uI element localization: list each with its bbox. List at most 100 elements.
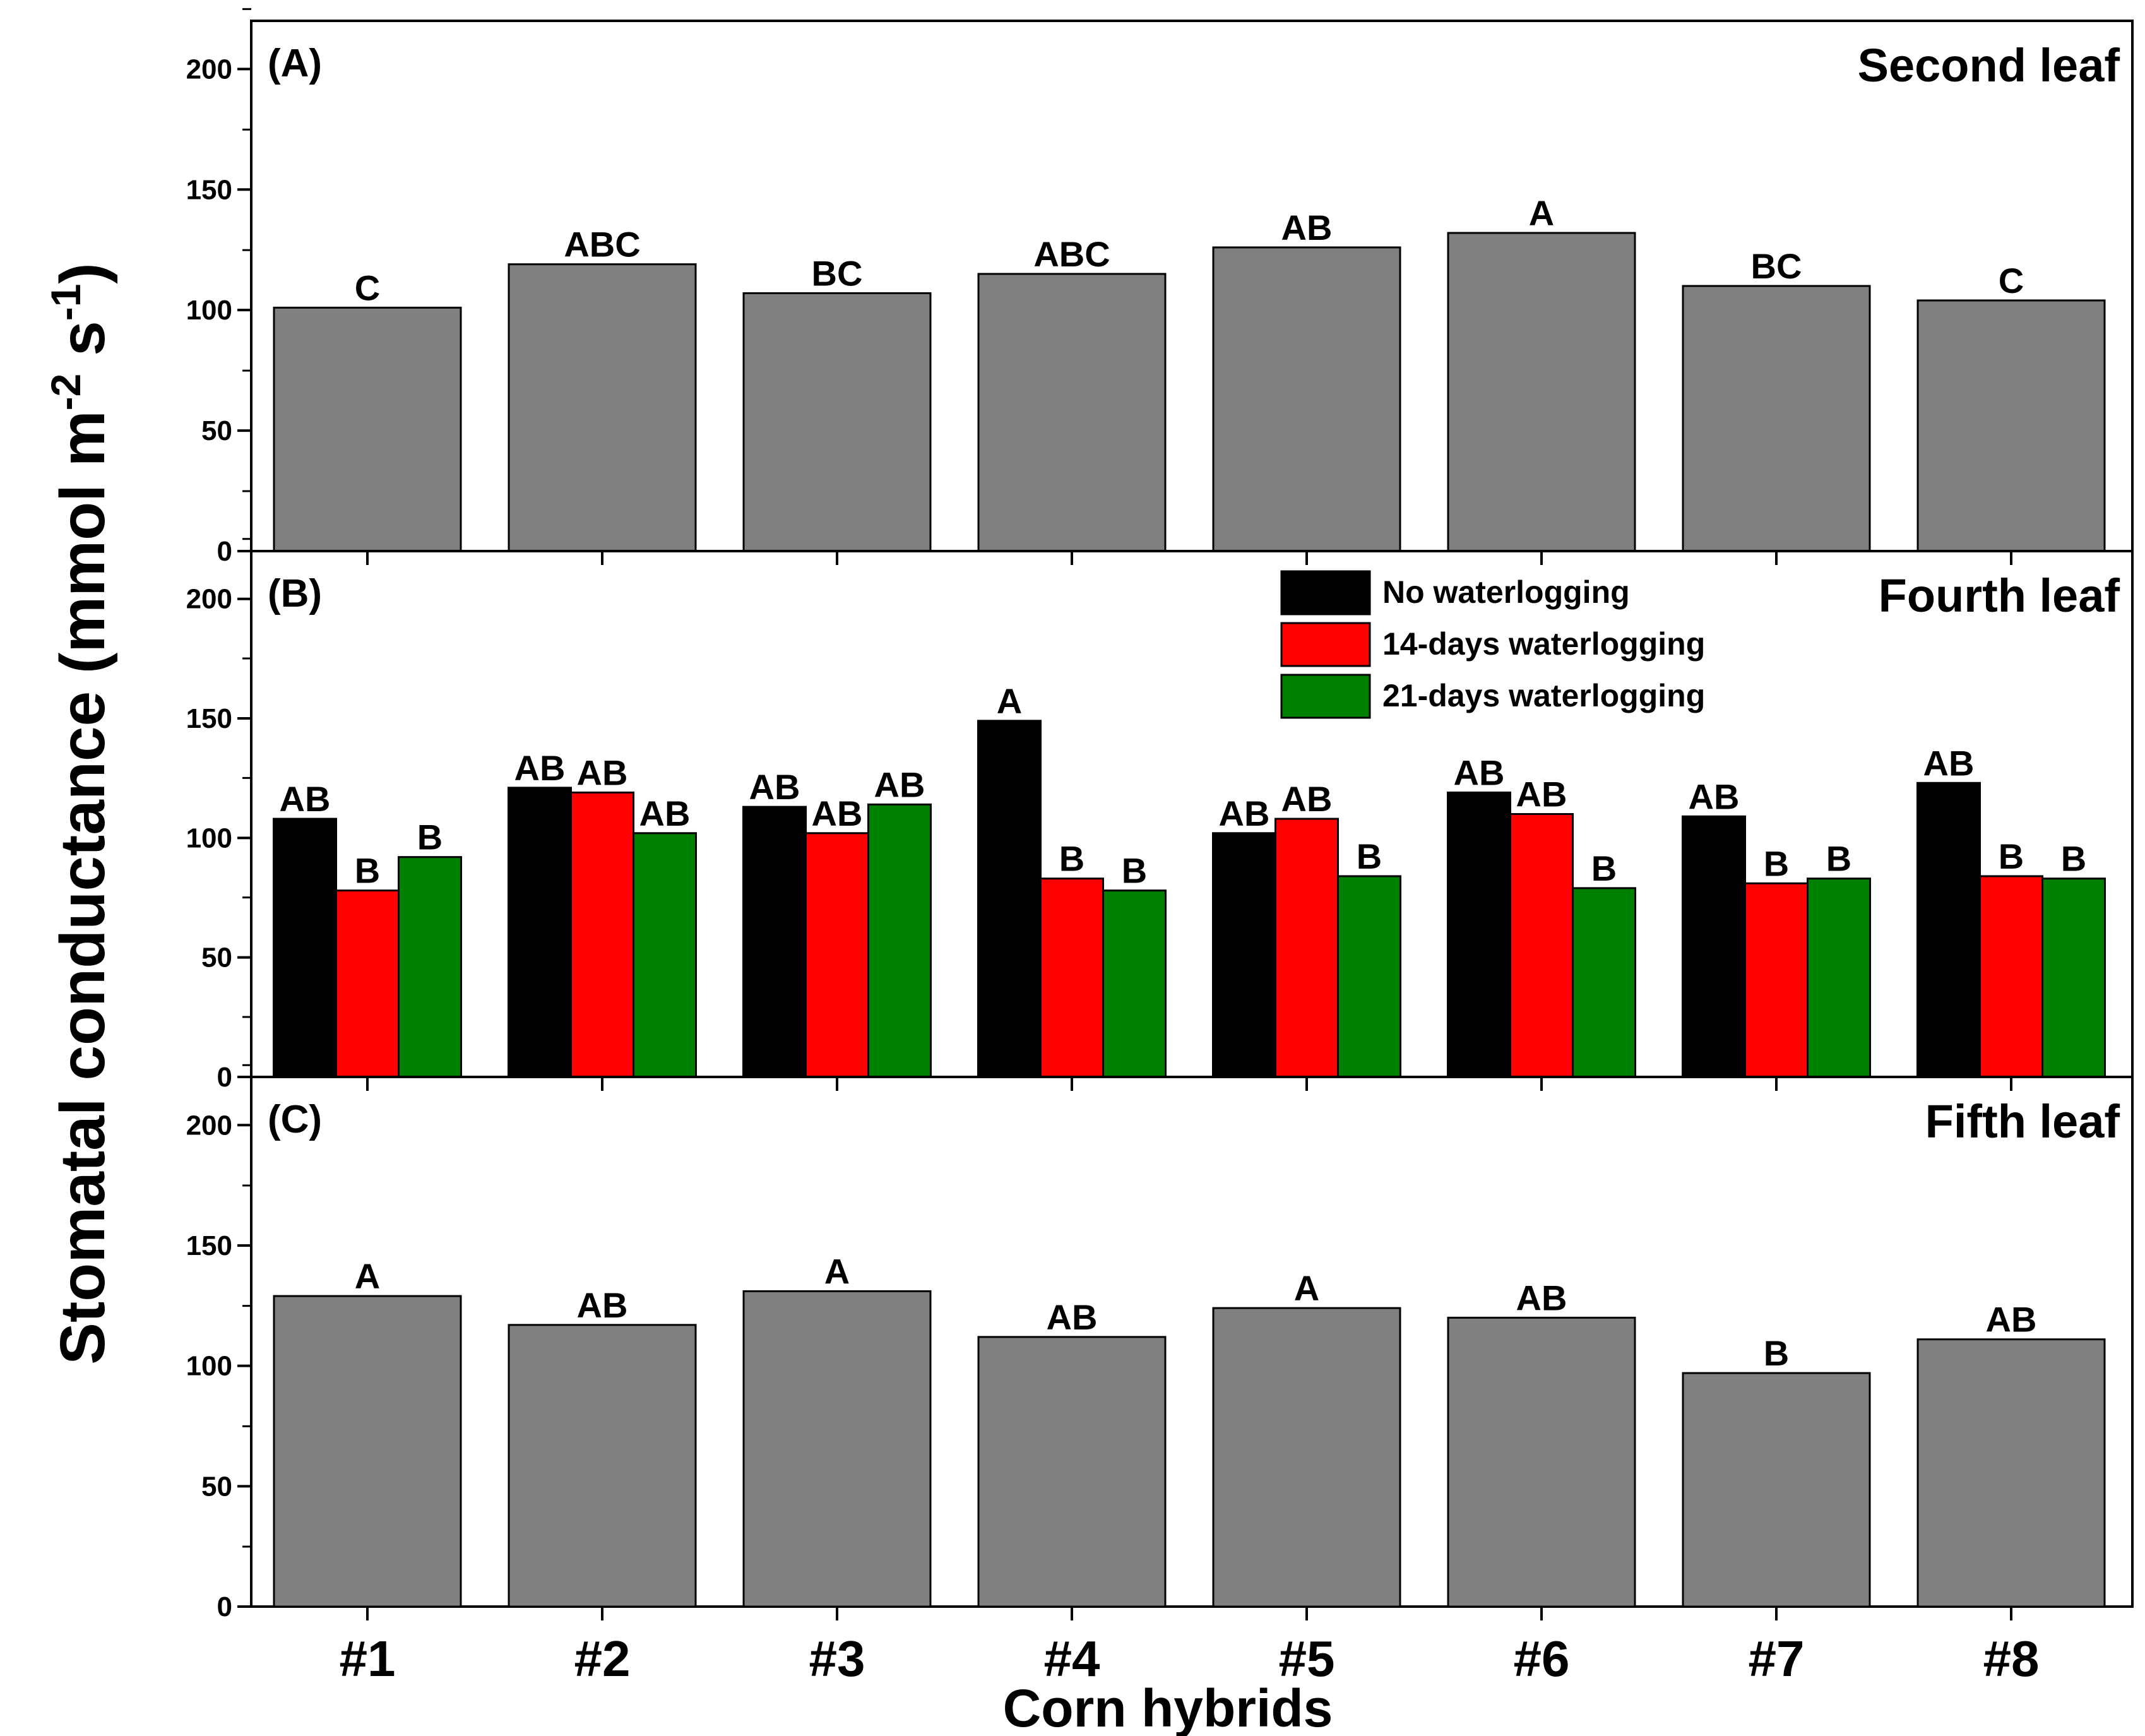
bar-1-1-h3 — [742, 292, 932, 552]
bar-2-2-h5 — [1275, 817, 1339, 1078]
significance-letter: A — [1529, 193, 1554, 233]
y-tick-label: 50 — [201, 1471, 232, 1502]
bar-3-1-h8 — [1916, 1338, 2106, 1608]
bar-2-2-h3 — [805, 832, 869, 1078]
bar-1-1-h1 — [273, 306, 462, 552]
bar-2-3-h3 — [867, 803, 932, 1078]
y-tick-label: 200 — [186, 584, 232, 615]
significance-letter: AB — [1689, 776, 1740, 816]
y-tick-label: 100 — [186, 295, 232, 326]
bar-2-2-h6 — [1509, 813, 1574, 1078]
significance-letter: AB — [280, 779, 331, 819]
legend-swatch-2 — [1280, 622, 1371, 667]
bar-2-2-h4 — [1040, 877, 1104, 1078]
y-tick-label: 150 — [186, 174, 232, 205]
bar-3-1-h5 — [1212, 1307, 1401, 1608]
significance-letter: AB — [1516, 775, 1567, 814]
significance-letter: B — [1591, 848, 1617, 888]
panel-title: Fifth leaf — [1925, 1095, 2120, 1148]
y-tick-label: 0 — [217, 1062, 232, 1093]
bar-3-1-h2 — [508, 1324, 697, 1608]
bar-3-1-h7 — [1682, 1372, 1871, 1608]
significance-letter: AB — [874, 764, 925, 804]
significance-letter: AB — [514, 748, 566, 788]
significance-letter: B — [1357, 836, 1382, 876]
bar-2-3-h5 — [1337, 875, 1401, 1078]
significance-letter: B — [355, 851, 380, 891]
y-tick-label: 100 — [186, 1351, 232, 1382]
panel-frame-3 — [250, 1076, 2134, 1608]
bar-2-1-h1 — [273, 817, 337, 1078]
significance-letter: B — [1764, 1333, 1789, 1373]
legend-swatch-1 — [1280, 570, 1371, 615]
legend-label-1: No waterlogging — [1382, 574, 1630, 610]
significance-letter: C — [1999, 261, 2024, 300]
significance-letter: BC — [1751, 246, 1802, 286]
significance-letter: A — [1294, 1268, 1319, 1308]
significance-letter: C — [355, 268, 380, 307]
x-category-label: #8 — [1983, 1631, 2040, 1687]
panel-label: (B) — [268, 572, 322, 615]
bar-3-1-h1 — [273, 1295, 462, 1608]
x-category-label: #2 — [574, 1631, 631, 1687]
y-tick-label: 200 — [186, 1110, 232, 1141]
bar-2-1-h4 — [977, 720, 1042, 1078]
bar-2-1-h8 — [1916, 782, 1981, 1078]
bar-2-3-h7 — [1807, 877, 1871, 1078]
bar-2-1-h5 — [1212, 832, 1276, 1078]
significance-letter: A — [355, 1256, 380, 1296]
bar-2-3-h4 — [1102, 889, 1167, 1078]
panel-label: (A) — [268, 42, 322, 85]
bar-2-3-h6 — [1572, 887, 1636, 1078]
significance-letter: AB — [577, 1285, 628, 1325]
y-tick-label: 200 — [186, 54, 232, 85]
significance-letter: B — [1059, 839, 1084, 879]
bar-1-1-h2 — [508, 263, 697, 552]
significance-letter: AB — [749, 767, 800, 807]
significance-letter: B — [1826, 839, 1851, 879]
bar-2-3-h8 — [2041, 877, 2106, 1078]
bar-3-1-h3 — [742, 1290, 932, 1608]
y-tick-label: 100 — [186, 823, 232, 853]
significance-letter: A — [824, 1251, 850, 1291]
bar-2-2-h7 — [1744, 882, 1809, 1078]
significance-letter: AB — [1516, 1278, 1567, 1317]
bar-3-1-h4 — [977, 1336, 1167, 1608]
significance-letter: AB — [1281, 779, 1333, 819]
significance-letter: B — [2061, 839, 2086, 879]
bar-1-1-h8 — [1916, 299, 2106, 552]
bar-2-1-h2 — [508, 787, 572, 1078]
significance-letter: BC — [812, 253, 863, 293]
significance-letter: B — [1122, 851, 1147, 891]
bar-1-1-h6 — [1447, 232, 1636, 552]
bar-2-2-h8 — [1979, 875, 2043, 1078]
significance-letter: ABC — [564, 225, 640, 265]
panel-label: (C) — [268, 1098, 322, 1141]
y-tick-label: 0 — [217, 536, 232, 567]
x-category-label: #1 — [340, 1631, 396, 1687]
significance-letter: B — [417, 817, 443, 857]
bar-2-1-h3 — [742, 806, 807, 1078]
legend-label-3: 21-days waterlogging — [1382, 678, 1705, 713]
panel-title: Second leaf — [1858, 39, 2120, 92]
bar-2-3-h2 — [633, 832, 697, 1078]
panel-title: Fourth leaf — [1879, 569, 2120, 622]
bar-1-1-h7 — [1682, 285, 1871, 552]
significance-letter: AB — [1923, 743, 1975, 783]
bar-2-1-h6 — [1447, 791, 1511, 1078]
bar-2-2-h2 — [570, 791, 634, 1078]
significance-letter: AB — [1219, 794, 1270, 833]
bar-3-1-h6 — [1447, 1316, 1636, 1608]
legend-swatch-3 — [1280, 674, 1371, 719]
y-tick-label: 150 — [186, 703, 232, 734]
significance-letter: B — [1999, 836, 2024, 876]
significance-letter: AB — [1047, 1297, 1098, 1337]
bar-2-2-h1 — [335, 889, 400, 1078]
y-tick-label: 0 — [217, 1591, 232, 1622]
legend-label-2: 14-days waterlogging — [1382, 626, 1705, 662]
y-tick-label: 50 — [201, 942, 232, 973]
x-axis-title: Corn hybrids — [1003, 1679, 1333, 1736]
x-category-label: #5 — [1279, 1631, 1335, 1687]
significance-letter: B — [1764, 843, 1789, 883]
